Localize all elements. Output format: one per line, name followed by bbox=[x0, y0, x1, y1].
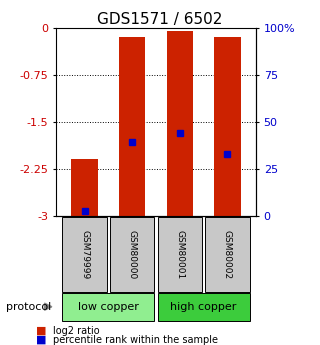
Bar bbox=[71, 159, 98, 216]
Text: high copper: high copper bbox=[171, 302, 237, 312]
Text: GSM79999: GSM79999 bbox=[80, 230, 89, 279]
Bar bbox=[167, 31, 193, 216]
Text: GSM80001: GSM80001 bbox=[175, 230, 184, 279]
Text: ■: ■ bbox=[36, 326, 47, 335]
Text: GDS1571 / 6502: GDS1571 / 6502 bbox=[97, 12, 223, 27]
Text: GSM80002: GSM80002 bbox=[223, 230, 232, 279]
Text: GSM80000: GSM80000 bbox=[128, 230, 137, 279]
Text: protocol: protocol bbox=[6, 302, 52, 312]
Text: ■: ■ bbox=[36, 335, 47, 345]
Text: percentile rank within the sample: percentile rank within the sample bbox=[53, 335, 218, 345]
Text: log2 ratio: log2 ratio bbox=[53, 326, 100, 335]
Text: low copper: low copper bbox=[78, 302, 139, 312]
Bar bbox=[119, 37, 145, 216]
Bar bbox=[214, 37, 241, 216]
